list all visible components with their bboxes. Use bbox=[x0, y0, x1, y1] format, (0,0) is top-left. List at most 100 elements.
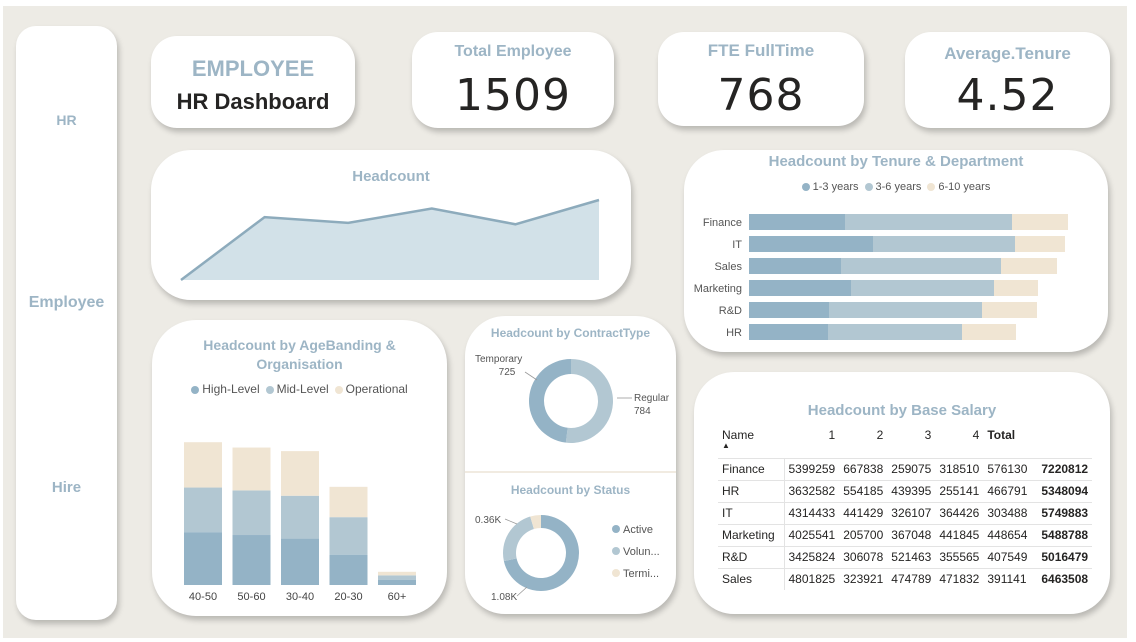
ageband-bar-chart[interactable]: 40-50 50-60 30-40 20-30 60+ bbox=[152, 320, 447, 616]
donut-slice[interactable] bbox=[503, 516, 534, 562]
bar-segment[interactable] bbox=[749, 324, 828, 340]
bar-segment[interactable] bbox=[378, 579, 416, 585]
donut-slice[interactable] bbox=[530, 515, 541, 530]
legend-label[interactable]: Termi... bbox=[623, 568, 659, 580]
contract-donut-chart[interactable]: Temporary 725 Regular 784 bbox=[465, 316, 676, 466]
table-row[interactable]: Marketing 4025541 205700 367048 441845 448654… bbox=[718, 524, 1093, 546]
bar-segment[interactable] bbox=[749, 258, 841, 274]
legend-item[interactable]: Operational bbox=[334, 382, 408, 396]
table-row[interactable]: HR 3632582 554185 439395 255141 466791 5348094 bbox=[718, 480, 1093, 502]
bar-segment[interactable] bbox=[378, 571, 416, 576]
bar-segment[interactable] bbox=[851, 280, 994, 296]
column-header-4[interactable]: 4 bbox=[972, 428, 980, 442]
bar-segment[interactable] bbox=[994, 280, 1038, 296]
total-cell: 5348094 bbox=[1041, 484, 1089, 498]
bar-segment[interactable] bbox=[281, 495, 319, 539]
legend-swatch bbox=[265, 385, 274, 394]
bar-segment[interactable] bbox=[873, 236, 1015, 252]
bar-segment[interactable] bbox=[329, 517, 368, 555]
donut-slice[interactable] bbox=[503, 515, 579, 591]
chart-title: Headcount by ContractType bbox=[490, 326, 651, 340]
bar-segment[interactable] bbox=[329, 554, 368, 585]
kpi-title: Total Employee bbox=[454, 43, 572, 60]
bar-segment[interactable] bbox=[1012, 214, 1068, 230]
bar-segment[interactable] bbox=[982, 302, 1037, 318]
kpi-fte-fulltime[interactable]: FTE FullTime 768 bbox=[658, 32, 864, 126]
bar-segment[interactable] bbox=[749, 302, 829, 318]
legend-item[interactable]: 6-10 years bbox=[927, 181, 990, 193]
bar-segment[interactable] bbox=[184, 442, 222, 488]
bar-segment[interactable] bbox=[828, 324, 962, 340]
data-label: 0.36K bbox=[475, 515, 501, 526]
sort-ascending-icon: ▲ bbox=[722, 441, 730, 450]
leader-line bbox=[516, 586, 528, 597]
chart-title: Headcount by Base Salary bbox=[807, 402, 997, 419]
bar-segment[interactable] bbox=[1015, 236, 1065, 252]
table-row[interactable]: IT 4314433 441429 326107 364426 303488 5749883 bbox=[718, 502, 1093, 524]
bar-segment[interactable] bbox=[232, 535, 271, 585]
page-title: HR Dashboard bbox=[176, 89, 330, 114]
sidebar-item-employee[interactable]: Employee bbox=[28, 294, 105, 311]
bar-segment[interactable] bbox=[749, 236, 873, 252]
total-cell: 7220812 bbox=[1041, 462, 1089, 476]
bar-segment[interactable] bbox=[1001, 258, 1057, 274]
row-label-cell: Finance bbox=[722, 462, 765, 476]
category-label: IT bbox=[732, 239, 742, 251]
bar-segment[interactable] bbox=[841, 258, 1001, 274]
value-cell: 521463 bbox=[891, 550, 932, 564]
legend-swatch bbox=[864, 183, 873, 192]
column-header-total[interactable]: Total bbox=[987, 428, 1016, 442]
kpi-average-tenure[interactable]: Average.Tenure 4.52 bbox=[905, 32, 1110, 128]
kpi-value: 1509 bbox=[455, 70, 571, 121]
bar-segment[interactable] bbox=[281, 451, 319, 496]
chart-title-line1: Headcount by AgeBanding & bbox=[203, 337, 396, 353]
total-cell: 5016479 bbox=[1041, 550, 1089, 564]
sidebar: HR Employee Hire bbox=[16, 26, 117, 620]
bar-segment[interactable] bbox=[749, 280, 851, 296]
bar-segment[interactable] bbox=[378, 575, 416, 580]
tenure-bar-chart[interactable]: Finance IT Sales Marketing R&D HR bbox=[684, 150, 1108, 352]
chart-legend: High-Level Mid-Level Operational bbox=[152, 382, 447, 396]
value-cell: 3425824 bbox=[783, 546, 840, 568]
bar-segment[interactable] bbox=[845, 214, 1012, 230]
legend-swatch bbox=[612, 547, 620, 555]
status-donut-chart[interactable]: 0.36K 1.08K Active Volun... Termi... bbox=[465, 474, 676, 614]
kpi-total-employee[interactable]: Total Employee 1509 bbox=[412, 32, 614, 128]
legend-item[interactable]: 1-3 years bbox=[801, 181, 859, 193]
chart-title: Headcount by Tenure & Department bbox=[768, 153, 1024, 170]
headcount-area-chart[interactable] bbox=[151, 150, 631, 300]
legend-label[interactable]: Volun... bbox=[623, 546, 660, 558]
column-header-2[interactable]: 2 bbox=[876, 428, 884, 442]
bar-segment[interactable] bbox=[829, 302, 982, 318]
legend-item[interactable]: 3-6 years bbox=[864, 181, 921, 193]
legend-label[interactable]: Active bbox=[623, 524, 653, 536]
bar-segment[interactable] bbox=[962, 324, 1016, 340]
table-row[interactable]: Sales 4801825 323921 474789 471832 391141 6463… bbox=[718, 568, 1093, 590]
row-label-cell: Marketing bbox=[722, 528, 775, 542]
data-label: 1.08K bbox=[491, 592, 517, 603]
bar-segment[interactable] bbox=[329, 486, 368, 518]
headcount-chart-card[interactable]: Headcount bbox=[151, 150, 631, 300]
legend-item[interactable]: High-Level bbox=[191, 382, 260, 396]
column-header-name[interactable]: Name ▲ bbox=[718, 424, 784, 458]
bar-segment[interactable] bbox=[232, 447, 271, 491]
donut-slice[interactable] bbox=[565, 359, 613, 443]
value-cell: 471832 bbox=[939, 572, 980, 587]
table-row[interactable]: R&D 3425824 306078 521463 355565 407549 501647… bbox=[718, 546, 1093, 568]
column-header-1[interactable]: 1 bbox=[828, 428, 836, 442]
ageband-chart-card[interactable]: Headcount by AgeBanding & Organisation H… bbox=[152, 320, 447, 616]
legend-item[interactable]: Mid-Level bbox=[265, 382, 329, 396]
column-header-3[interactable]: 3 bbox=[924, 428, 932, 442]
donut-slice[interactable] bbox=[529, 359, 571, 443]
table-row[interactable]: Finance 5399259 667838 259075 318510 576130 72… bbox=[718, 458, 1093, 480]
sidebar-item-hr[interactable]: HR bbox=[56, 112, 77, 128]
bar-segment[interactable] bbox=[184, 487, 222, 533]
bar-segment[interactable] bbox=[184, 532, 222, 585]
category-label: 50-60 bbox=[237, 591, 265, 603]
bar-segment[interactable] bbox=[232, 490, 271, 536]
tenure-department-chart-card[interactable]: Headcount by Tenure & Department 1-3 yea… bbox=[684, 150, 1108, 352]
value-cell: 5399259 bbox=[783, 458, 840, 480]
bar-segment[interactable] bbox=[281, 538, 319, 585]
bar-segment[interactable] bbox=[749, 214, 845, 230]
sidebar-item-hire[interactable]: Hire bbox=[51, 479, 82, 496]
